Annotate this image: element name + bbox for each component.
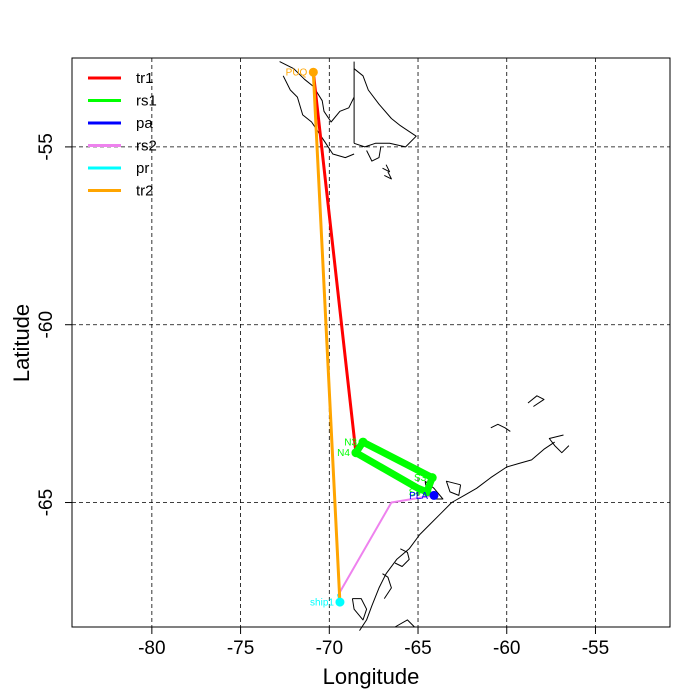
coastline-0 <box>279 61 355 123</box>
series-tr1-line <box>311 70 358 455</box>
x-tick-label--75: -75 <box>227 638 254 659</box>
point-n4-label: N4 <box>337 448 350 459</box>
plot-border <box>71 57 671 628</box>
point-s4-label: S4 <box>409 487 422 498</box>
route-series <box>311 70 436 604</box>
x-tick-label--60: -60 <box>493 638 520 659</box>
coastline-5 <box>382 164 391 173</box>
point-puq-marker <box>308 67 318 77</box>
coastline-1 <box>353 68 417 148</box>
point-pla-marker <box>429 490 439 500</box>
coastline-9 <box>359 441 555 631</box>
coastline-14 <box>382 573 392 599</box>
x-axis-title: Longitude <box>323 664 420 689</box>
x-tick-label--80: -80 <box>138 638 165 659</box>
y-axis-title: Latitude <box>9 304 34 382</box>
x-axis: -80 -75 -70 -65 -60 -55 <box>138 626 609 659</box>
legend: tr1 rs1 pa rs2 pr tr2 <box>88 70 157 200</box>
point-s4-marker <box>422 487 432 497</box>
legend-rs1-label: rs1 <box>136 93 157 110</box>
point-s3-label: S3 <box>414 473 427 484</box>
coastline-4 <box>366 146 382 162</box>
point-pla-label: PLA <box>409 491 428 502</box>
point-ship1-marker <box>335 597 345 607</box>
y-tick-label--65: -65 <box>36 489 57 516</box>
y-tick-label--55: -55 <box>36 133 57 160</box>
point-puq-label: PUQ <box>286 68 308 79</box>
series-rs1-line <box>352 438 436 496</box>
y-axis: -55 -60 -65 <box>36 133 73 516</box>
legend-pa-label: pa <box>136 115 153 132</box>
coastline-11 <box>445 480 462 496</box>
point-n4-marker <box>351 448 361 458</box>
coastline-6 <box>384 171 392 180</box>
point-s3-marker <box>427 473 437 483</box>
legend-tr1-label: tr1 <box>136 70 154 87</box>
x-tick-label--55: -55 <box>582 638 609 659</box>
x-tick-label--70: -70 <box>316 638 343 659</box>
point-n3-marker <box>358 437 368 447</box>
coastlines <box>279 61 570 631</box>
x-tick-label--65: -65 <box>404 638 431 659</box>
coastline-7 <box>490 423 511 432</box>
coastline-16 <box>394 619 415 628</box>
legend-tr2-label: tr2 <box>136 183 154 200</box>
series-rs2-line <box>337 494 435 596</box>
coastline-13 <box>394 548 410 567</box>
legend-rs2-label: rs2 <box>136 138 157 155</box>
point-n3-label: N3 <box>344 438 357 449</box>
coastline-8 <box>527 395 545 407</box>
coastline-15 <box>351 598 368 621</box>
point-ship1-label: ship1 <box>310 598 334 609</box>
series-tr2-line <box>311 70 342 604</box>
gridlines <box>72 58 670 627</box>
legend-pr-label: pr <box>136 160 149 177</box>
coastline-10 <box>548 434 570 454</box>
y-tick-label--60: -60 <box>36 311 57 338</box>
